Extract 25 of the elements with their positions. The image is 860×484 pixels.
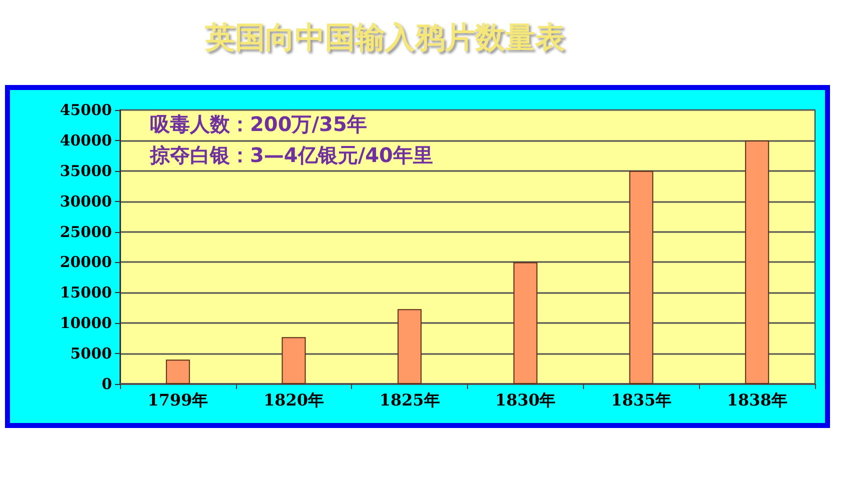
y-tick-label: 5000: [70, 344, 112, 363]
x-tick-label: 1799年: [148, 390, 208, 410]
y-tick-label: 45000: [60, 101, 112, 119]
bar: [166, 360, 190, 384]
bar: [629, 170, 654, 384]
bar: [282, 337, 306, 384]
bar: [513, 262, 538, 384]
bar: [745, 140, 770, 384]
y-tick-label: 0: [102, 375, 112, 393]
x-tick-label: 1820年: [263, 390, 324, 410]
x-tick-label: 1835年: [610, 390, 672, 410]
annotation: 吸毒人数：200万/35年: [150, 112, 367, 136]
y-tick-label: 35000: [60, 162, 112, 180]
x-tick-label: 1830年: [495, 390, 556, 410]
bar: [398, 309, 422, 384]
annotation: 掠夺白银：3—4亿银元/40年里: [149, 143, 433, 167]
y-tick-label: 25000: [60, 222, 112, 241]
y-tick-label: 15000: [60, 284, 112, 302]
x-tick-label: 1838年: [726, 390, 788, 410]
y-tick-label: 30000: [60, 192, 112, 210]
chart-title: 英国向中国输入鸦片数量表: [204, 20, 565, 56]
y-tick-label: 20000: [60, 253, 112, 272]
y-tick-label: 10000: [60, 314, 112, 332]
x-tick-label: 1825年: [379, 390, 440, 410]
y-tick-label: 40000: [60, 131, 112, 150]
